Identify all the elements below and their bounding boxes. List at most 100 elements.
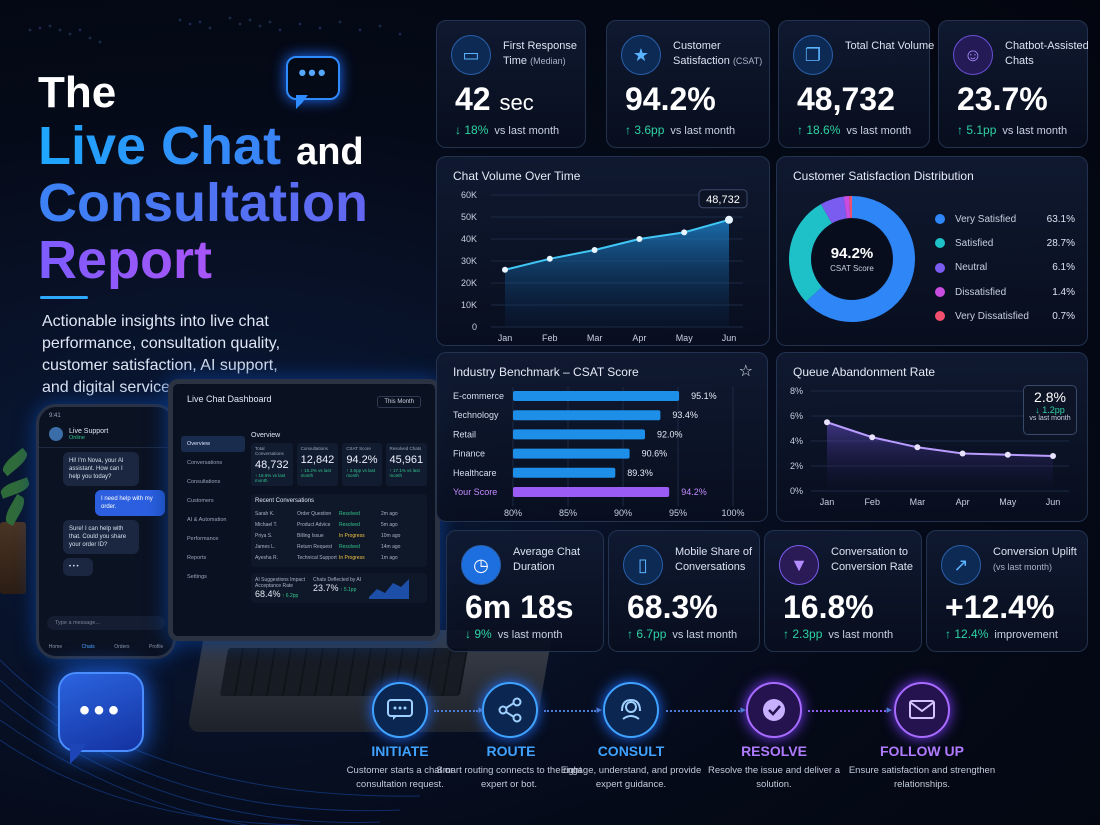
sidebar-item-conversations[interactable]: Conversations [187, 460, 223, 466]
laptop-kpi-delta: ↑ 17.1% vs last month [389, 468, 420, 478]
hero-title-and: and [296, 131, 364, 173]
chat-message: Hi! I'm Nova, your AI assistant. How can… [63, 452, 139, 486]
tab-orders[interactable]: Orders [114, 644, 130, 650]
laptop-kpi-delta: ↑ 18.6% vs last month [255, 473, 286, 483]
donut-center-label: CSAT Score [830, 264, 874, 273]
sidebar-item-settings[interactable]: Settings [187, 574, 207, 580]
plant-leaves-icon [0, 446, 32, 526]
data-point [681, 229, 688, 236]
laptop-kpi: Resolved Chats 45,961 ↑ 17.1% vs last mo… [385, 443, 428, 486]
laptop-kpi: CSAT Score 94.2% ↑ 3.6pp vs last month [342, 443, 382, 486]
kpi-delta: ↑ 18.6% vs last month [797, 123, 912, 137]
sidebar-item-ai-automation[interactable]: AI & Automation [187, 517, 227, 523]
sidebar-item-consultations[interactable]: Consultations [187, 479, 221, 485]
legend-swatch [935, 214, 945, 225]
y-tick-label: 40K [461, 234, 477, 244]
x-tick-label: 90% [614, 508, 632, 518]
process-arrow [666, 703, 746, 716]
y-tick-label: 2% [790, 461, 803, 471]
row-status: In Progress [339, 532, 365, 539]
sidebar-item-performance[interactable]: Performance [187, 536, 219, 542]
sidebar-item-overview[interactable]: Overview [181, 436, 245, 452]
csat-distribution-card: Customer Satisfaction Distribution 94.2%… [776, 156, 1088, 346]
world-map-decoration [28, 16, 402, 44]
callout-value: 2.8% [1034, 389, 1066, 405]
bar-value-label: 89.3% [627, 468, 653, 478]
row-time: 14m ago [381, 543, 401, 550]
sidebar-item-reports[interactable]: Reports [187, 555, 207, 561]
star-outline-icon[interactable]: ☆ [738, 363, 753, 380]
laptop-kpi-delta: ↑ 3.6pp vs last month [346, 468, 376, 478]
queue-abandonment-card: Queue Abandonment Rate 0% 2% 4% 6% 8% Jan Feb M… [776, 352, 1088, 522]
table-row[interactable]: Ayesha R. Technical Support In Progress … [255, 552, 423, 563]
legend-item: Very Dissatisfied 0.7% [935, 304, 1075, 328]
bar [513, 487, 670, 497]
table-row[interactable]: James L. Return Request Resolved 14m ago [255, 541, 423, 552]
row-topic: Return Request [297, 543, 333, 550]
kpi-delta: ↑ 5.1pp vs last month [957, 123, 1068, 137]
mobile-icon: ▯ [623, 545, 663, 585]
row-topic: Order Question [297, 510, 332, 517]
x-tick-label: 80% [504, 508, 522, 518]
process-arrow [544, 703, 602, 716]
legend-swatch [935, 311, 945, 322]
category-label: Retail [453, 429, 476, 439]
tab-profile[interactable]: Profile [149, 644, 164, 650]
kpi-card-conversion-uplift: ↗ Conversion Uplift (vs last month) +12.… [926, 530, 1088, 652]
bar [513, 429, 645, 440]
bar-value-label: 94.2% [681, 487, 707, 497]
kpi-title: Conversion Uplift (vs last month) [993, 546, 1077, 572]
table-row[interactable]: Sarah K. Order Question Resolved 2m ago [255, 508, 423, 519]
kpi-title: Chatbot-Assisted Chats [1005, 40, 1089, 67]
queue-callout: 2.8% ↓ 1.2pp vs last month [1023, 385, 1077, 435]
kpi-title: Conversation to Conversion Rate [831, 546, 913, 573]
category-label: E-commerce [453, 391, 504, 401]
y-tick-label: 10K [461, 300, 477, 310]
category-label: Technology [453, 410, 499, 420]
process-arrow [434, 703, 484, 716]
series-line [504, 218, 730, 271]
bar-value-label: 92.0% [657, 429, 683, 439]
avatar [49, 427, 63, 441]
x-tick-label: Jan [498, 333, 513, 343]
csat-legend: Very Satisfied 63.1% Satisfied 28.7% Neutr… [935, 207, 1075, 328]
hero-title-the: The [38, 68, 117, 117]
pie-slice [805, 196, 915, 322]
row-name: Michael T. [255, 521, 278, 528]
message-input[interactable]: Type a message... [47, 616, 165, 630]
tab-chats[interactable]: Chats [81, 644, 95, 650]
kpi-delta: ↑ 6.7pp vs last month [627, 627, 738, 641]
step-title-route: ROUTE [486, 743, 536, 759]
kpi-delta: ↑ 3.6pp vs last month [625, 123, 736, 137]
kpi-card-chat-volume: ❐ Total Chat Volume 48,732 ↑ 18.6% vs las… [778, 20, 934, 148]
legend-swatch [935, 262, 945, 273]
period-select[interactable]: This Month [377, 396, 421, 408]
step-desc-consult: Engage, understand, and provide expert g… [560, 765, 702, 790]
data-point [959, 450, 966, 457]
row-status: Resolved [339, 510, 360, 517]
row-topic: Product Advice [297, 521, 331, 528]
row-time: 1m ago [381, 554, 398, 561]
table-row[interactable]: Michael T. Product Advice Resolved 5m ag… [255, 519, 423, 530]
kpi-value: 94.2% [625, 81, 716, 117]
x-tick-label: Jan [820, 497, 835, 507]
laptop-main: Overview Total Conversations 48,732 ↑ 18… [251, 432, 428, 603]
step-title-consult: CONSULT [597, 743, 665, 759]
sidebar-item-customers[interactable]: Customers [187, 498, 214, 504]
chat-message: Sure! I can help with that. Could you sh… [63, 520, 139, 554]
ai-acceptance-delta: ↑ 6.2pp [281, 593, 299, 599]
kpi-delta: ↑ 2.3pp vs last month [783, 627, 894, 641]
bar [513, 467, 616, 478]
x-tick-label: Mar [587, 333, 603, 343]
row-time: 5m ago [381, 521, 398, 528]
data-point [914, 444, 921, 451]
chart-title: Chat Volume Over Time [453, 169, 581, 183]
bar [513, 410, 661, 421]
tab-home[interactable]: Home [48, 644, 63, 650]
kpi-value: 6m 18s [465, 589, 574, 625]
table-row[interactable]: Priya S. Billing Issue In Progress 10m a… [255, 530, 423, 541]
x-tick-label: Feb [864, 497, 880, 507]
star-icon: ★ [621, 35, 661, 75]
ai-suggestions-impact: AI Suggestions Impact Acceptance Rate 68… [251, 573, 427, 603]
legend-swatch [935, 238, 945, 249]
